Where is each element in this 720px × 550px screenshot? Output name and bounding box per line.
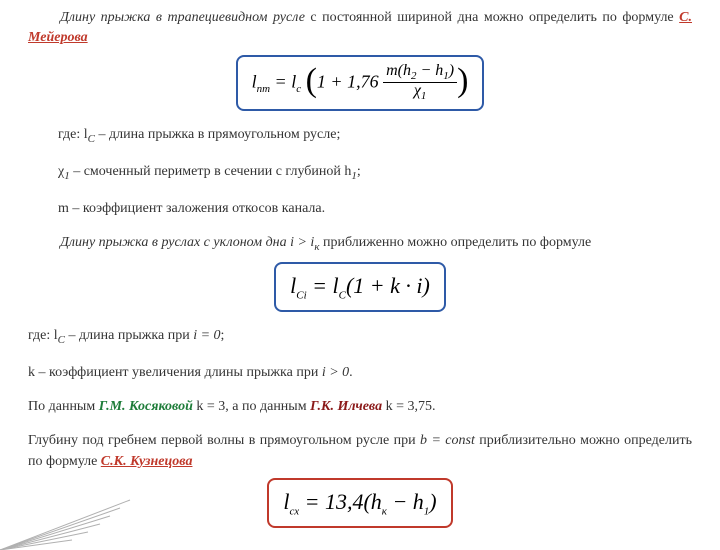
l6a: По данным (28, 399, 99, 414)
where-line-3: m – коэффициент заложения откосов канала… (58, 199, 692, 219)
intro-paragraph-1: Длину прыжка в трапециевидном русле с по… (28, 8, 692, 49)
formula-1-row: lпт = lс (1 + 1,76 m(h2 − h1) χ1 ) (28, 55, 692, 111)
w1b: – длина прыжка в прямоугольном русле; (95, 127, 340, 142)
l7a: Глубину под гребнем первой волны в прямо… (28, 433, 420, 448)
f3-eq: = 13,4(h (299, 489, 382, 514)
w1as: С (88, 133, 95, 145)
formula-2-row: lСi = lС(1 + k · i) (28, 262, 692, 312)
where-line-5: k – коэффициент увеличения длины прыжка … (28, 363, 692, 383)
line-6: По данным Г.М. Косяковой k = 3, а по дан… (28, 397, 692, 417)
w5a: k – коэффициент увеличения длины прыжка … (28, 365, 322, 380)
intro-italic-phrase: Длину прыжка в трапециевидном русле (60, 10, 305, 25)
f2-eq: = l (307, 273, 339, 298)
line-7: Глубину под гребнем первой волны в прямо… (28, 431, 692, 472)
f1-one: 1 + 1,76 (317, 71, 379, 91)
w4c: i = 0 (193, 328, 220, 343)
author-ilchev: Г.К. Илчева (310, 399, 382, 414)
f2-paren: (1 + k · i) (346, 273, 430, 298)
w2b: – смоченный периметр в сечении с глубино… (70, 164, 352, 179)
f3-lhss: сх (289, 505, 299, 517)
author-kuznetsov: С.К. Кузнецова (101, 454, 193, 469)
f1-paren-r: ) (457, 64, 468, 98)
f1-fb-a: χ (414, 82, 421, 99)
intro-paragraph-2: Длину прыжка в руслах с уклоном дна i > … (28, 233, 692, 256)
where-line-2: χ1 – смоченный периметр в сечении с глуб… (58, 162, 692, 185)
w4b: – длина прыжка при (65, 328, 193, 343)
l6e: k = 3,75. (382, 399, 435, 414)
i2b: приближенно можно определить по формуле (319, 235, 591, 250)
w4a: где: l (28, 328, 58, 343)
intro-text: с постоянной шириной дна можно определит… (305, 10, 679, 25)
f1-ft-c: − h (416, 62, 443, 79)
f1-eq-sub: с (296, 83, 301, 95)
document-body: Длину прыжка в трапециевидном русле с по… (0, 0, 720, 528)
l7b: b = const (420, 433, 475, 448)
f1-fb-b: 1 (421, 91, 427, 103)
w4d: ; (221, 328, 225, 343)
f2-lhss: Сi (296, 289, 306, 301)
w4as: С (58, 334, 65, 346)
l6c: k = 3, а по данным (193, 399, 310, 414)
author-kosyakova: Г.М. Косяковой (99, 399, 193, 414)
f1-fraction: m(h2 − h1) χ1 (383, 63, 457, 103)
w1a: где: l (58, 127, 88, 142)
w3: m – коэффициент заложения откосов канала… (58, 201, 325, 216)
where-line-1: где: lС – длина прыжка в прямоугольном р… (58, 125, 692, 148)
w2c: ; (357, 164, 361, 179)
f1-ft-e: ) (449, 62, 454, 79)
f1-eq: = l (270, 71, 296, 91)
f1-lhs-sub: пт (257, 83, 270, 95)
i2a: Длину прыжка в руслах с уклоном дна i > … (60, 235, 314, 250)
formula-1-box: lпт = lс (1 + 1,76 m(h2 − h1) χ1 ) (236, 55, 485, 111)
w5c: . (349, 365, 353, 380)
intro2-italic: Длину прыжка в руслах с уклоном дна i > … (60, 235, 319, 250)
formula-3-box: lсх = 13,4(hк − h1) (267, 478, 452, 528)
f1-ft-a: m(h (386, 62, 411, 79)
f3-mid: − h (387, 489, 424, 514)
f3-end: ) (429, 489, 436, 514)
w5b: i > 0 (322, 365, 349, 380)
formula-2-box: lСi = lС(1 + k · i) (274, 262, 446, 312)
where-line-4: где: lС – длина прыжка при i = 0; (28, 326, 692, 349)
f2-eqs: С (339, 289, 346, 301)
f1-paren-l: ( (306, 64, 317, 98)
